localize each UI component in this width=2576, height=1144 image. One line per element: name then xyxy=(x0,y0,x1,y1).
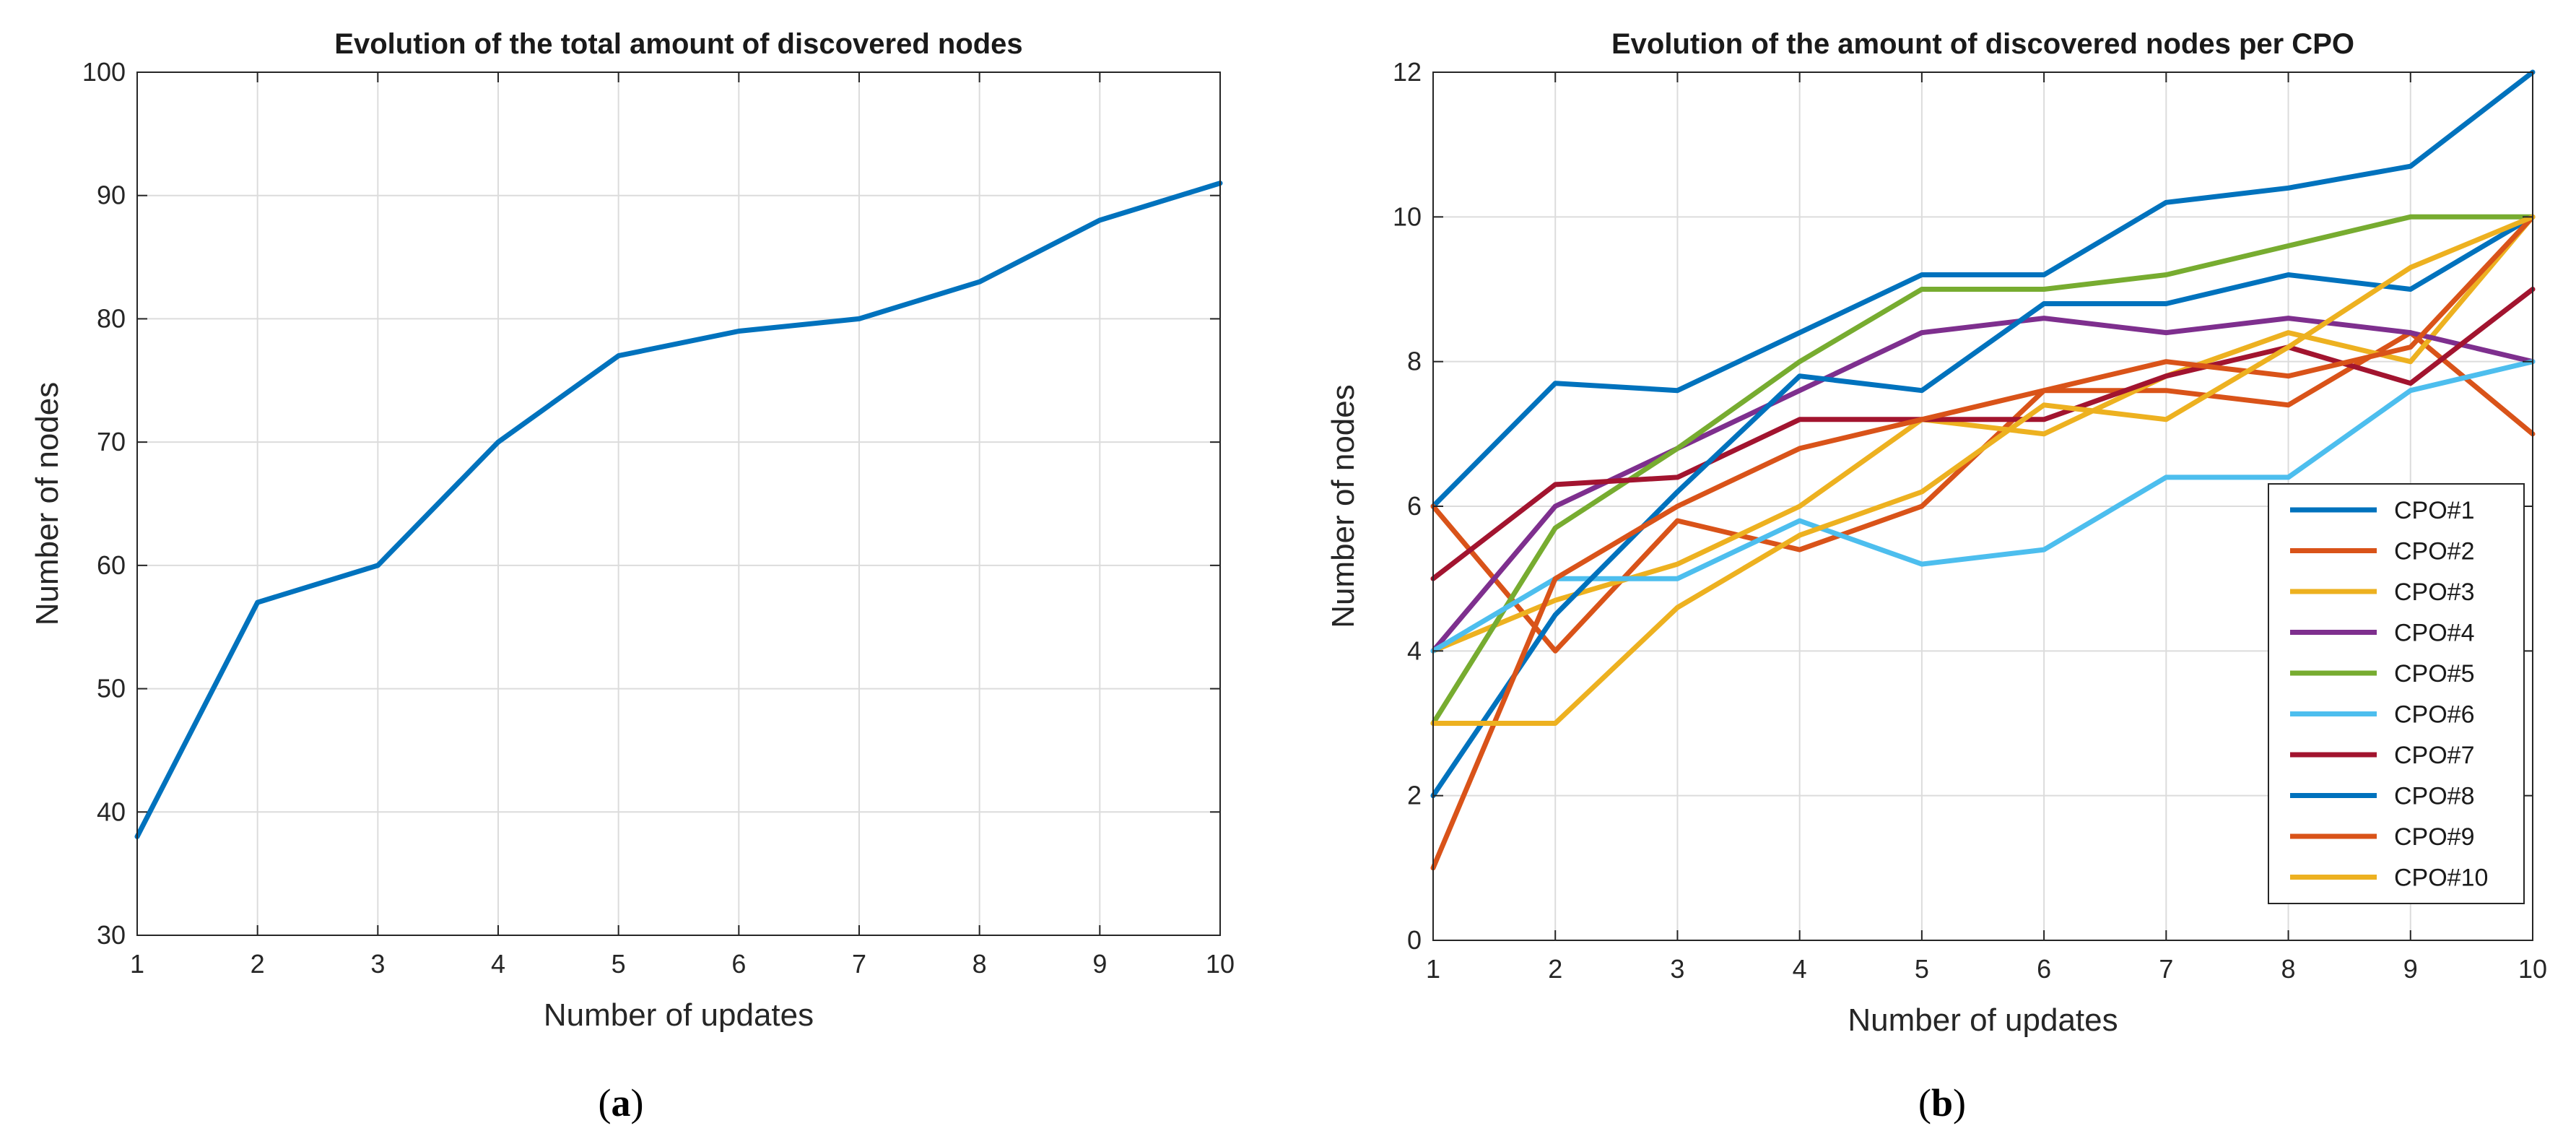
legend-item: CPO#3 xyxy=(2290,578,2475,606)
legend-label: CPO#2 xyxy=(2394,538,2475,566)
axes-box xyxy=(136,72,1221,936)
x-axis-label: Number of updates xyxy=(1848,1002,2118,1038)
ticks-group: 1 2 3 4 5 6 7 8 9 10 30 40 50 60 70 80 90 100 xyxy=(82,57,1235,979)
series-line-cpo-7 xyxy=(1430,287,2536,581)
caption-letter: a xyxy=(612,1081,631,1124)
x-tick-label: 1 xyxy=(130,949,144,979)
x-tick-label: 5 xyxy=(612,949,626,979)
chart-a: 1 2 3 4 5 6 7 8 9 10 30 40 50 60 70 80 90 100 Evolution o… xyxy=(30,28,1235,1124)
y-tick-label: 70 xyxy=(97,427,126,456)
x-tick-label: 6 xyxy=(2037,954,2051,984)
x-tick-label: 8 xyxy=(2281,954,2296,984)
series-line-cpo-1 xyxy=(1430,69,2536,509)
legend-label: CPO#8 xyxy=(2394,783,2475,810)
x-tick-label: 10 xyxy=(1206,949,1235,979)
legend-item: CPO#4 xyxy=(2290,620,2475,647)
y-tick-label: 8 xyxy=(1407,347,1422,376)
legend-item: CPO#1 xyxy=(2290,497,2475,524)
series-line-cpo-9 xyxy=(1430,214,2536,871)
series-line-cpo-3 xyxy=(1430,214,2536,654)
series-line-total xyxy=(134,181,1223,839)
y-tick-label: 90 xyxy=(97,181,126,210)
x-axis-label: Number of updates xyxy=(544,997,814,1033)
x-tick-label: 2 xyxy=(1548,954,1562,984)
x-tick-label: 4 xyxy=(491,949,505,979)
legend-label: CPO#9 xyxy=(2394,823,2475,851)
y-axis-label: Number of nodes xyxy=(30,382,65,626)
y-tick-label: 2 xyxy=(1407,781,1422,810)
series-line-cpo-6 xyxy=(1430,359,2536,654)
series-group xyxy=(134,181,1223,839)
caption-letter: b xyxy=(1931,1081,1953,1124)
y-tick-label: 4 xyxy=(1407,636,1422,665)
y-tick-label: 30 xyxy=(97,920,126,950)
legend-label: CPO#6 xyxy=(2394,701,2475,729)
legend-item: CPO#5 xyxy=(2290,660,2475,688)
y-tick-label: 50 xyxy=(97,674,126,703)
x-tick-label: 7 xyxy=(2159,954,2173,984)
x-tick-label: 5 xyxy=(1915,954,1929,984)
series-line-cpo-8 xyxy=(1430,214,2536,799)
plot-area xyxy=(137,72,1220,935)
y-tick-label: 60 xyxy=(97,550,126,580)
legend: CPO#1 CPO#2 CPO#3 CPO#4 CPO#5 CPO#6 CPO#7 CPO#8… xyxy=(2268,483,2525,904)
series-line-cpo-10 xyxy=(1430,214,2536,726)
x-tick-label: 4 xyxy=(1793,954,1807,984)
x-tick-label: 6 xyxy=(731,949,746,979)
legend-label: CPO#1 xyxy=(2394,497,2475,524)
y-tick-label: 80 xyxy=(97,303,126,333)
x-tick-label: 2 xyxy=(251,949,265,979)
y-axis-label: Number of nodes xyxy=(1326,384,1361,628)
legend-item: CPO#2 xyxy=(2290,538,2475,566)
legend-label: CPO#3 xyxy=(2394,578,2475,606)
x-tick-label: 3 xyxy=(370,949,385,979)
legend-label: CPO#10 xyxy=(2394,864,2488,892)
legend-item: CPO#8 xyxy=(2290,783,2475,810)
x-tick-label: 1 xyxy=(1426,954,1440,984)
legend-item: CPO#7 xyxy=(2290,742,2475,769)
legend-label: CPO#7 xyxy=(2394,742,2475,769)
legend-item: CPO#10 xyxy=(2290,864,2488,892)
legend-box xyxy=(2268,483,2525,904)
y-tick-label: 6 xyxy=(1407,491,1422,521)
caption: (a) xyxy=(599,1081,644,1124)
x-tick-label: 9 xyxy=(2403,954,2418,984)
legend-item: CPO#6 xyxy=(2290,701,2475,729)
legend-item: CPO#9 xyxy=(2290,823,2475,851)
x-tick-label: 9 xyxy=(1092,949,1107,979)
chart-title: Evolution of the total amount of discove… xyxy=(334,28,1022,60)
x-tick-label: 3 xyxy=(1670,954,1684,984)
y-tick-label: 0 xyxy=(1407,925,1422,955)
x-tick-label: 7 xyxy=(852,949,866,979)
x-tick-label: 8 xyxy=(972,949,987,979)
series-line-cpo-5 xyxy=(1430,214,2536,726)
y-tick-label: 10 xyxy=(1393,202,1422,231)
y-tick-label: 12 xyxy=(1393,57,1422,87)
caption: (b) xyxy=(1918,1081,1966,1124)
legend-label: CPO#4 xyxy=(2394,620,2475,647)
series-group xyxy=(1430,69,2536,871)
y-tick-label: 40 xyxy=(97,797,126,826)
x-tick-label: 10 xyxy=(2518,954,2547,984)
y-tick-label: 100 xyxy=(82,57,126,87)
chart-title: Evolution of the amount of discovered no… xyxy=(1611,28,2354,60)
legend-label: CPO#5 xyxy=(2394,660,2475,688)
series-line-cpo-4 xyxy=(1430,316,2536,654)
